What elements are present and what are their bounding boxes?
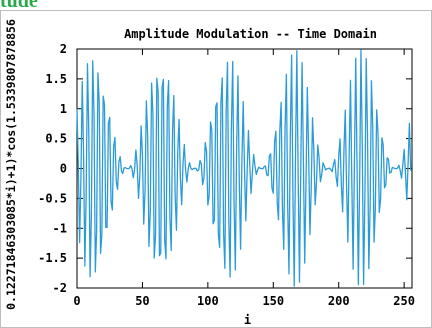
x-tick-label: 150 [262, 294, 284, 308]
y-axis-label: 0.12271846303085*i)+1)*cos(1.53398078788… [4, 19, 18, 310]
x-tick-label: 0 [73, 294, 80, 308]
y-tick-label: -1.5 [38, 251, 67, 265]
y-tick-label: 2 [60, 42, 67, 56]
am-series-line [76, 49, 412, 287]
x-tick-label: 200 [328, 294, 350, 308]
y-tick-label: 0 [60, 162, 67, 176]
series-layer [76, 49, 412, 287]
page-header-fragment: tude [0, 0, 38, 12]
y-tick-label: 1.5 [45, 72, 67, 86]
chart-panel: 2 1.5 1 0.5 0 -0.5 -1 -1.5 -2 0 50 100 150 200 250 Ampl… [0, 10, 432, 328]
y-tick-label: -2 [53, 281, 67, 295]
axes-layer [76, 48, 413, 289]
x-tick-label: 100 [197, 294, 219, 308]
chart-title: Amplitude Modulation -- Time Domain [124, 27, 377, 41]
x-axis-label: i [244, 313, 251, 327]
x-tick-label: 50 [135, 294, 149, 308]
y-tick-label: -1 [53, 221, 67, 235]
y-tick-label: 0.5 [45, 132, 67, 146]
y-tick-label: -0.5 [38, 191, 67, 205]
y-tick-label: 1 [60, 102, 67, 116]
am-chart: 2 1.5 1 0.5 0 -0.5 -1 -1.5 -2 0 50 100 150 200 250 Ampl… [4, 19, 415, 327]
text-layer: 2 1.5 1 0.5 0 -0.5 -1 -1.5 -2 0 50 100 150 200 250 Ampl… [4, 19, 415, 327]
x-tick-label: 250 [393, 294, 415, 308]
